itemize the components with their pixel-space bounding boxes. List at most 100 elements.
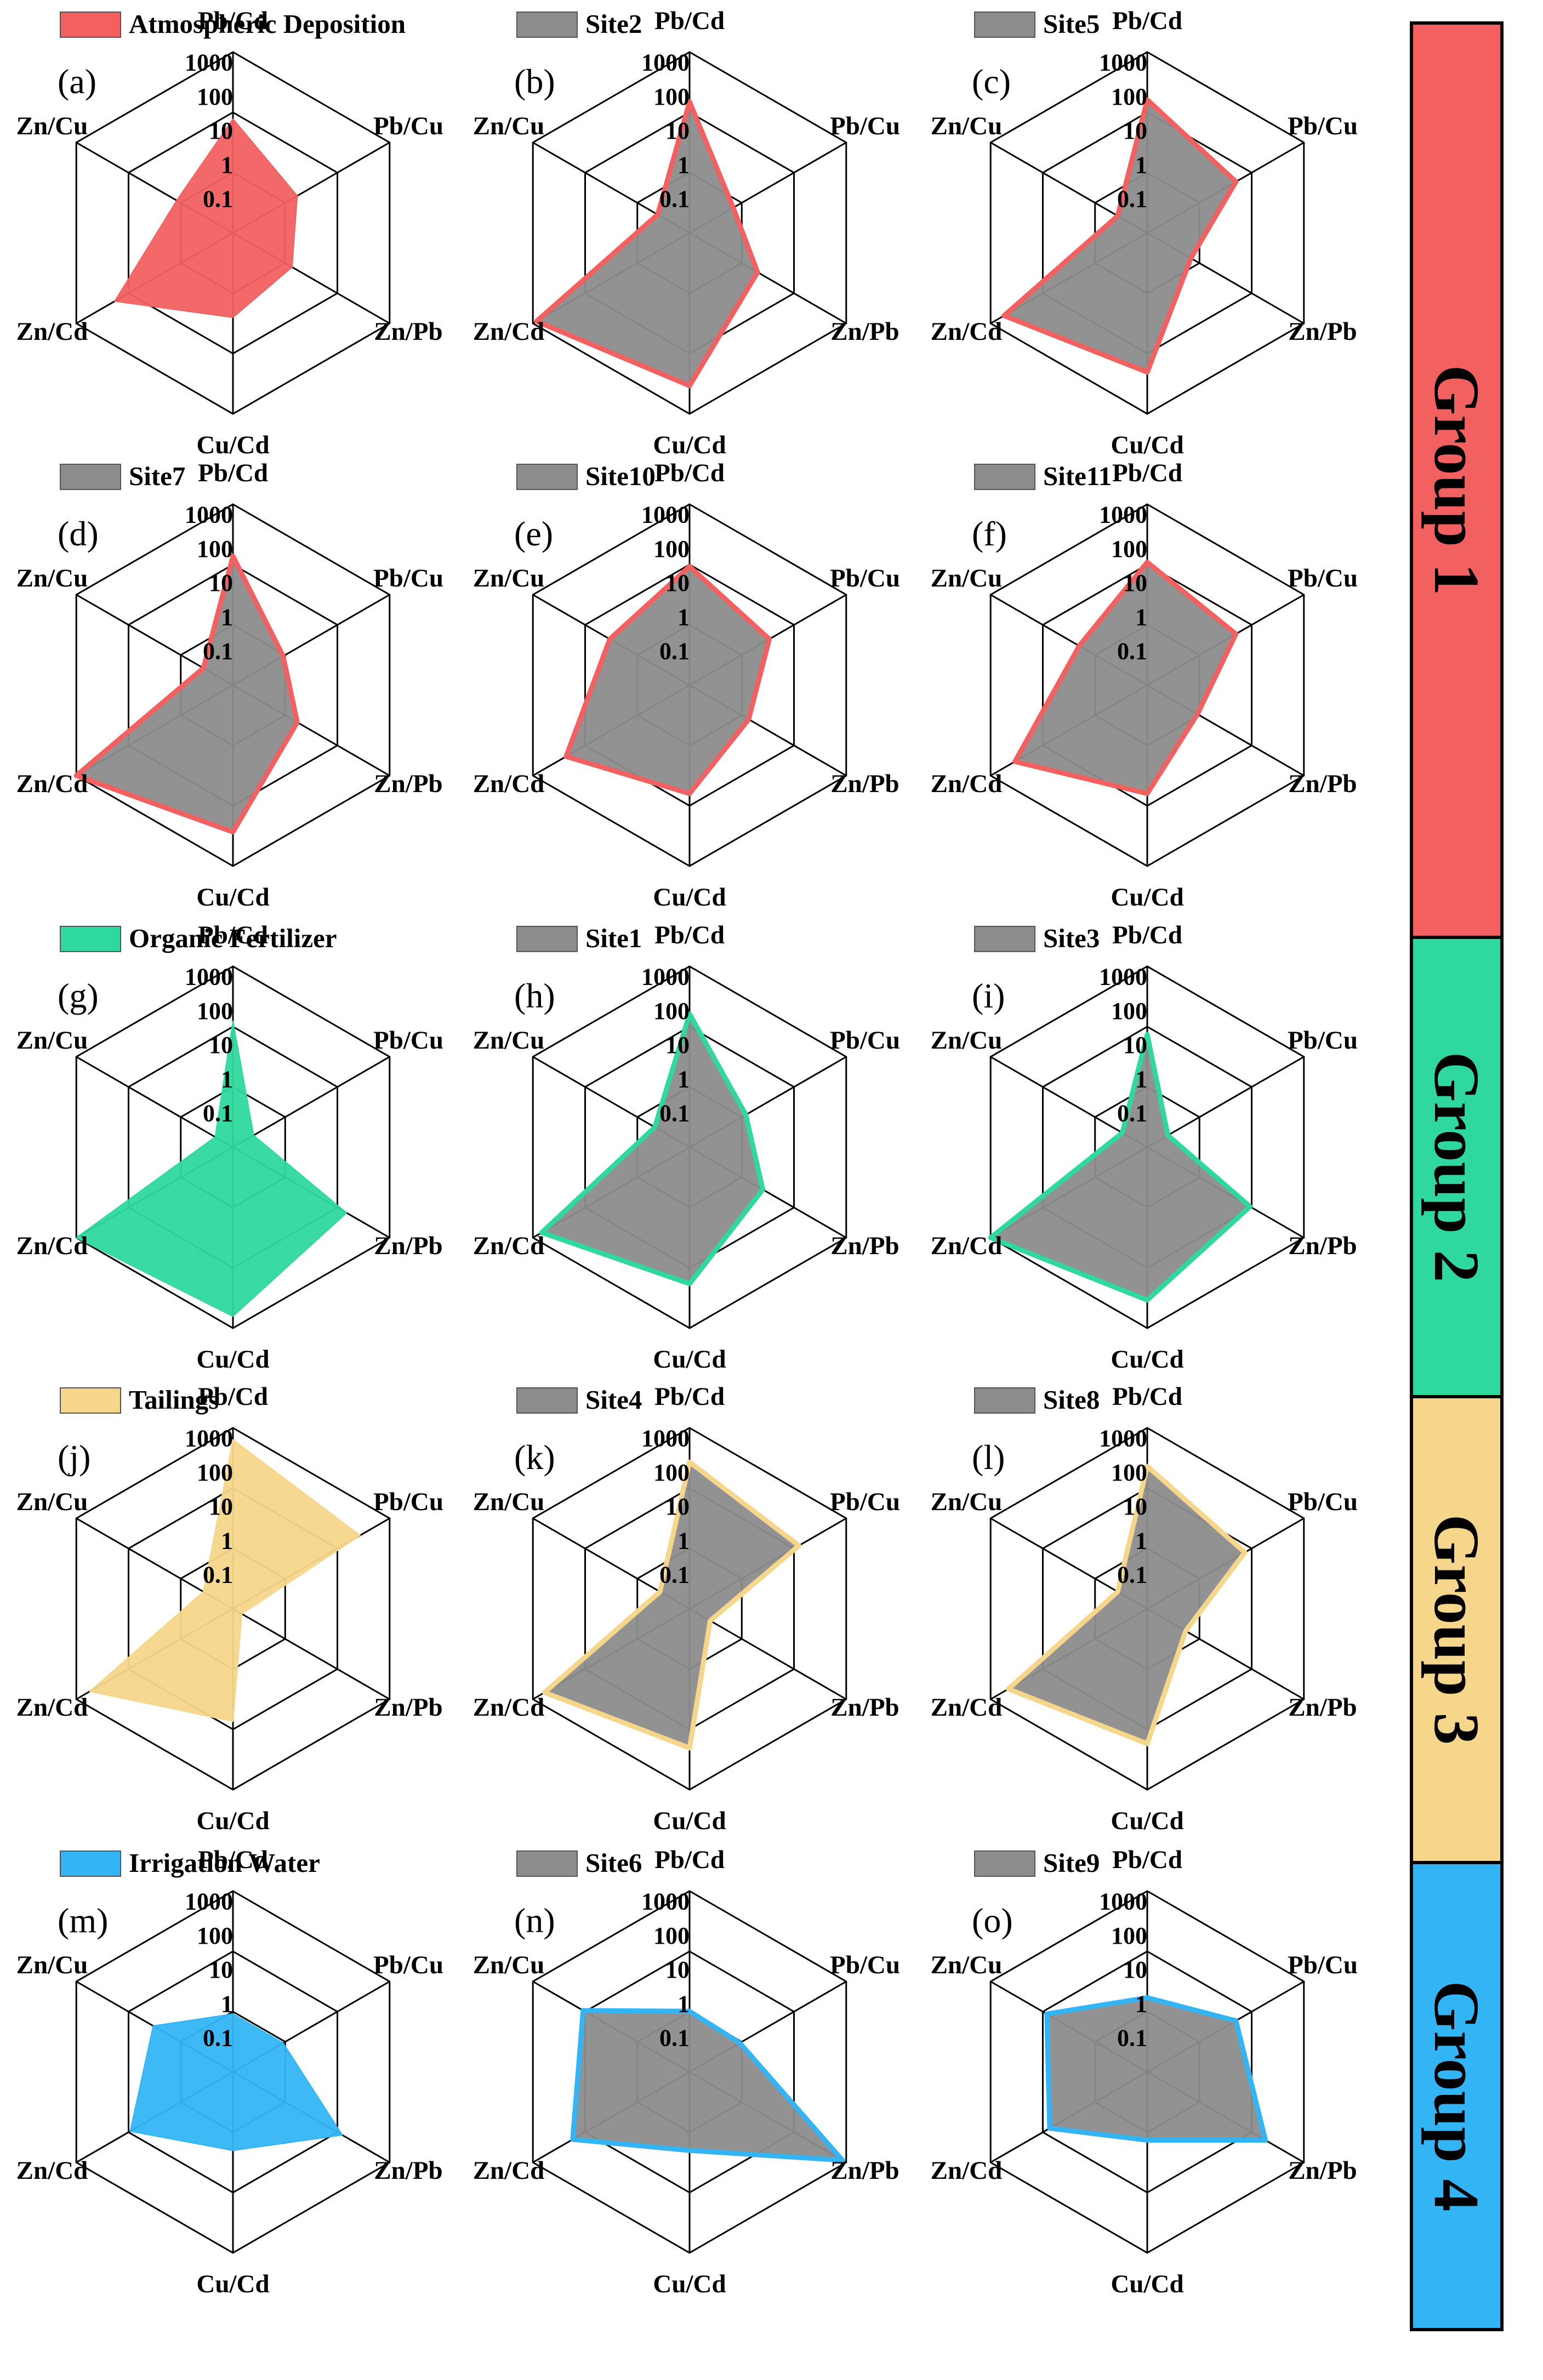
panel-letter: (o) <box>972 1901 1013 1940</box>
axis-label: Zn/Pb <box>1288 1693 1357 1722</box>
group-band: Group 2 <box>1410 936 1504 1398</box>
legend-label: Site4 <box>585 1385 642 1415</box>
tick-label: 1000 <box>641 49 690 76</box>
axis-label: Zn/Cu <box>16 112 88 140</box>
tick-label: 1 <box>677 603 690 630</box>
tick-label: 100 <box>1111 1922 1147 1949</box>
panel-letter: (k) <box>514 1438 555 1477</box>
legend-swatch <box>974 12 1035 38</box>
axis-label: Pb/Cu <box>830 112 900 140</box>
tick-label: 10 <box>209 1956 233 1983</box>
legend-label: Site5 <box>1043 9 1100 39</box>
axis-label: Pb/Cd <box>1112 1846 1182 1874</box>
axis-label: Zn/Cd <box>16 2156 88 2185</box>
legend-swatch <box>516 926 578 952</box>
axis-label: Zn/Cd <box>931 770 1003 798</box>
panel-letter: (j) <box>58 1438 90 1477</box>
axis-label: Zn/Cd <box>473 1693 545 1722</box>
axis-label: Zn/Pb <box>830 1693 899 1722</box>
tick-label: 10 <box>1123 117 1147 144</box>
axis-label: Zn/Cd <box>931 317 1003 346</box>
legend-label: Site1 <box>585 923 642 953</box>
legend-label: Site6 <box>585 1848 642 1878</box>
tick-label: 10 <box>665 570 690 596</box>
axis-label: Pb/Cd <box>654 459 725 487</box>
group-label: Group 3 <box>1421 1514 1493 1745</box>
radar-panel: Irrigation Water (m) 0.1 1 10 100 1000 Pb/Cd Pb/… <box>16 1846 443 2298</box>
legend-label: Site11 <box>1043 461 1112 491</box>
tick-label: 1 <box>1135 1990 1147 2017</box>
legend-swatch <box>60 926 121 952</box>
spoke-line <box>1147 1056 1305 1148</box>
axis-label: Pb/Cu <box>373 1026 443 1055</box>
axis-label: Pb/Cd <box>198 7 268 35</box>
group-label: Group 1 <box>1421 365 1493 596</box>
axis-label: Pb/Cu <box>1288 1026 1358 1055</box>
panel-letter: (c) <box>972 62 1011 101</box>
axis-label: Zn/Cd <box>16 317 88 346</box>
axis-label: Zn/Pb <box>1288 1232 1357 1260</box>
axis-label: Zn/Cu <box>473 1026 545 1055</box>
axis-label: Zn/Cu <box>931 1026 1003 1055</box>
tick-label: 0.1 <box>1117 2025 1147 2052</box>
axis-label: Pb/Cd <box>198 459 268 487</box>
axis-label: Cu/Cd <box>196 883 269 912</box>
tick-label: 1 <box>677 1990 690 2017</box>
tick-label: 1 <box>221 1066 233 1092</box>
radar-panel: Site3 (i) 0.1 1 10 100 1000 Pb/Cd Pb/Cu Zn/Pb Cu/C… <box>931 921 1358 1374</box>
legend-label: Atmospheric Deposition <box>129 9 406 39</box>
axis-label: Cu/Cd <box>653 431 726 459</box>
axis-label: Pb/Cd <box>1112 459 1182 487</box>
radar-panel: Site10 (e) 0.1 1 10 100 1000 Pb/Cd Pb/Cu Zn/Pb Cu/… <box>473 459 900 912</box>
tick-label: 1000 <box>641 502 690 528</box>
tick-label: 1000 <box>185 1888 233 1915</box>
axis-label: Pb/Cd <box>654 1846 725 1874</box>
axis-label: Zn/Pb <box>374 1232 442 1260</box>
legend-swatch <box>974 1851 1035 1877</box>
axis-label: Pb/Cd <box>198 921 268 949</box>
axis-label: Pb/Cu <box>373 1488 443 1516</box>
tick-label: 100 <box>1111 536 1147 562</box>
axis-label: Zn/Cd <box>931 1232 1003 1260</box>
spoke-line <box>232 1056 390 1148</box>
data-polygon <box>129 2013 343 2151</box>
axis-label: Pb/Cd <box>1112 921 1182 949</box>
group-band-rect <box>1410 1861 1504 2331</box>
legend-swatch <box>974 464 1035 490</box>
radar-panel: Organic Fertilizer (g) 0.1 1 10 100 1000 Pb/Cd P… <box>16 921 443 1374</box>
legend-swatch <box>516 464 578 490</box>
tick-label: 10 <box>665 1032 690 1058</box>
axis-label: Cu/Cd <box>196 1345 269 1374</box>
tick-label: 1000 <box>185 964 233 990</box>
tick-label: 1000 <box>641 964 690 990</box>
axis-label: Cu/Cd <box>1111 883 1183 912</box>
axis-label: Pb/Cu <box>1288 112 1358 140</box>
data-polygon <box>563 564 772 796</box>
tick-label: 1 <box>1135 603 1147 630</box>
axis-label: Pb/Cd <box>198 1382 268 1411</box>
tick-label: 0.1 <box>659 638 690 665</box>
axis-label: Zn/Cu <box>16 1026 88 1055</box>
tick-label: 100 <box>197 998 233 1024</box>
spoke-line <box>232 1608 390 1700</box>
axis-label: Zn/Cu <box>16 1951 88 1979</box>
legend-swatch <box>60 1387 121 1414</box>
group-band-rect <box>1410 936 1504 1398</box>
legend-label: Site2 <box>585 9 642 39</box>
axis-label: Zn/Cu <box>16 564 88 593</box>
radar-panel: Site9 (o) 0.1 1 10 100 1000 Pb/Cd Pb/Cu Zn/Pb Cu/C… <box>931 1846 1358 2298</box>
radar-panel: Tailings (j) 0.1 1 10 100 1000 Pb/Cd Pb/Cu Zn/Pb C… <box>16 1382 443 1835</box>
tick-label: 0.1 <box>203 186 233 213</box>
panel-letter: (g) <box>58 976 99 1015</box>
axis-label: Pb/Cu <box>373 564 443 593</box>
legend-label: Organic Fertilizer <box>129 923 337 953</box>
axis-label: Zn/Cu <box>931 1488 1003 1516</box>
axis-label: Zn/Cu <box>473 564 545 593</box>
tick-label: 10 <box>1123 1493 1147 1520</box>
axis-label: Zn/Cd <box>16 1693 88 1722</box>
axis-label: Pb/Cu <box>830 564 900 593</box>
axis-label: Pb/Cu <box>830 1488 900 1516</box>
tick-label: 10 <box>665 1493 690 1520</box>
axis-label: Cu/Cd <box>1111 1807 1183 1835</box>
